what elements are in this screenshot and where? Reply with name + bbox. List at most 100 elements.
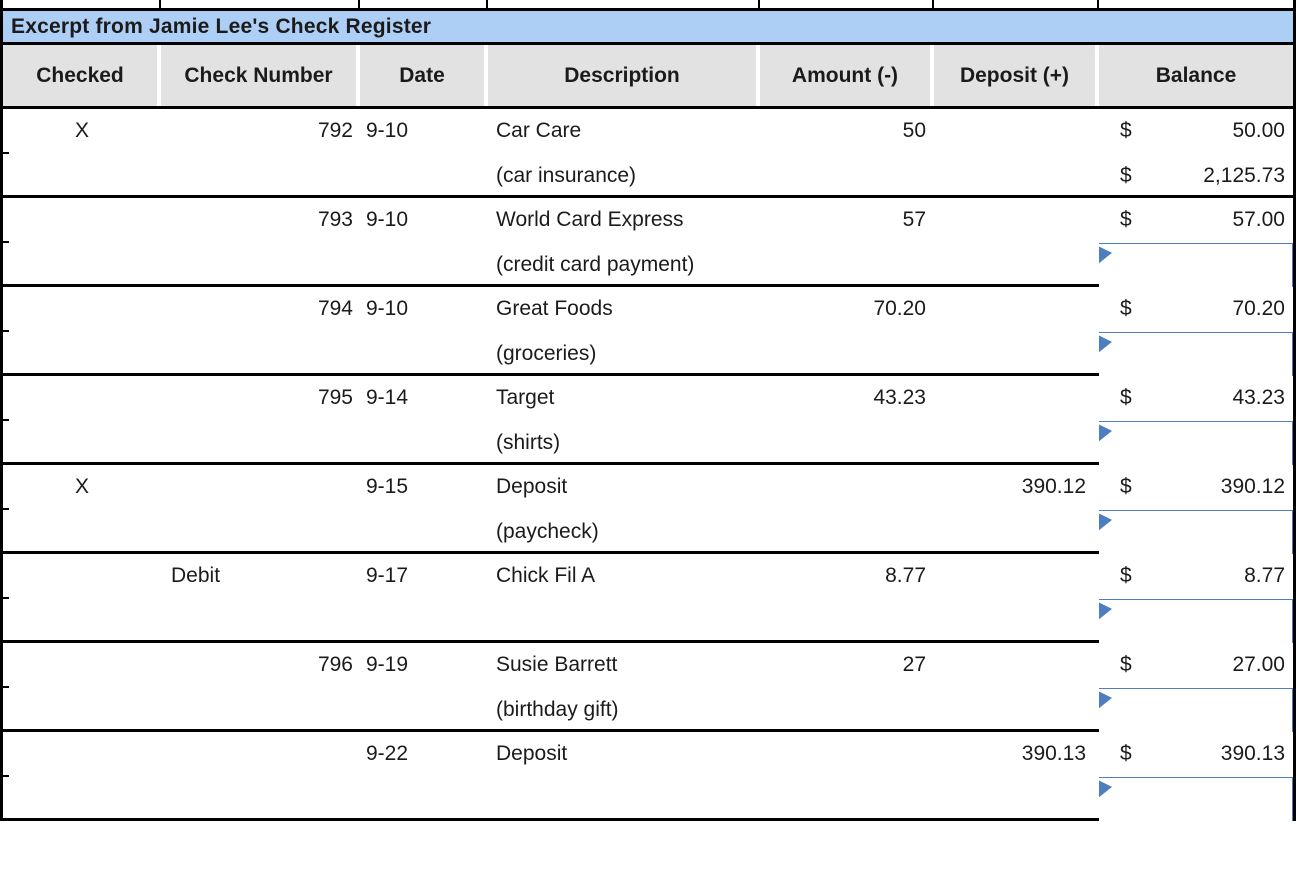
deposit-cell (934, 287, 1099, 332)
amount-cell (760, 732, 934, 777)
date-cell: 9-10 (366, 297, 409, 321)
partial-cell (161, 0, 360, 8)
description-note-cell: (groceries) (496, 341, 597, 365)
balance-value: 390.12 (1220, 475, 1285, 499)
register-row: 795 9-14 Target (shirts) 43.23 $ 43.23 $ (3, 376, 1293, 465)
flag-marker-icon (1099, 244, 1112, 267)
balance-second-value: 2,125.73 (1203, 163, 1285, 187)
deposit-cell (934, 554, 1099, 599)
description-cell: Susie Barrett (496, 653, 618, 677)
flag-marker-icon (1099, 422, 1112, 445)
description-cell: World Card Express (496, 208, 684, 232)
check-number-cell: 792 (317, 119, 353, 143)
checked-cell: X (74, 475, 89, 499)
balance-cell: $ 70.20 (1099, 287, 1293, 332)
flag-marker-icon (1099, 689, 1112, 712)
balance-input-cell (1099, 598, 1293, 643)
description-note-cell: (birthday gift) (496, 697, 619, 721)
currency-symbol: $ (1120, 297, 1132, 321)
amount-cell: 43.23 (873, 386, 926, 410)
balance-value: 27.00 (1232, 653, 1285, 677)
description-note-cell: (paycheck) (496, 519, 599, 543)
partial-cell (360, 0, 488, 8)
column-header-description: Description (488, 45, 760, 106)
deposit-cell (934, 109, 1099, 154)
currency-symbol: $ (1120, 564, 1132, 588)
balance-input[interactable] (1099, 598, 1293, 643)
checked-cell (3, 376, 161, 421)
check-number-cell (161, 732, 360, 777)
column-headers: Checked Check Number Date Description Am… (3, 45, 1293, 109)
checked-cell (3, 643, 161, 688)
deposit-cell (934, 376, 1099, 421)
balance-input[interactable] (1099, 331, 1293, 376)
description-cell: Target (496, 386, 555, 410)
balance-input[interactable] (1099, 420, 1293, 465)
date-cell: 9-19 (366, 653, 409, 677)
description-note-cell: (car insurance) (496, 163, 637, 187)
column-header-checked: Checked (3, 45, 161, 106)
check-number-cell: Debit (171, 564, 221, 588)
top-partial-row (3, 0, 1293, 11)
balance-cell: $ 50.00 (1099, 109, 1293, 154)
balance-input[interactable] (1099, 242, 1293, 287)
balance-input-cell (1099, 420, 1293, 465)
date-cell: 9-17 (366, 564, 409, 588)
description-note-cell: (credit card payment) (496, 252, 695, 276)
check-number-cell: 795 (317, 386, 353, 410)
checked-cell (3, 554, 161, 599)
date-cell: 9-14 (366, 386, 409, 410)
balance-cell: $ 57.00 (1099, 198, 1293, 243)
partial-cell (3, 0, 161, 8)
deposit-cell (934, 198, 1099, 243)
date-cell: 9-10 (366, 119, 409, 143)
checked-cell: X (74, 119, 89, 143)
balance-value: 57.00 (1232, 208, 1285, 232)
balance-input[interactable] (1099, 776, 1293, 821)
balance-input-cell (1099, 776, 1293, 821)
description-cell: Car Care (496, 119, 582, 143)
flag-marker-icon (1099, 600, 1112, 623)
balance-cell: $ 43.23 (1099, 376, 1293, 421)
register-row: X 792 9-10 Car Care (car insurance) 50 $… (3, 109, 1293, 198)
date-cell: 9-15 (366, 475, 409, 499)
description-cell: Great Foods (496, 297, 613, 321)
partial-cell (488, 0, 760, 8)
currency-symbol: $ (1120, 742, 1132, 766)
amount-cell: 70.20 (873, 297, 926, 321)
check-number-cell (161, 465, 360, 510)
balance-input-cell (1099, 331, 1293, 376)
balance-input-cell (1099, 509, 1293, 554)
check-register-table: Excerpt from Jamie Lee's Check Register … (0, 0, 1296, 821)
flag-marker-icon (1099, 778, 1112, 801)
balance-second-cell: $ 2,125.73 (1099, 154, 1293, 199)
balance-input[interactable] (1099, 687, 1293, 732)
checked-cell (3, 198, 161, 243)
balance-input[interactable] (1099, 509, 1293, 554)
column-header-check-number: Check Number (161, 45, 360, 106)
column-header-date: Date (360, 45, 488, 106)
description-cell: Deposit (496, 475, 568, 499)
description-cell: Chick Fil A (496, 564, 596, 588)
balance-value: 390.13 (1220, 742, 1285, 766)
currency-symbol: $ (1120, 475, 1132, 499)
description-note-cell (488, 777, 760, 822)
amount-cell: 8.77 (885, 564, 926, 588)
currency-symbol: $ (1120, 119, 1132, 143)
column-header-deposit: Deposit (+) (934, 45, 1099, 106)
check-number-cell: 796 (317, 653, 353, 677)
deposit-cell: 390.13 (1021, 742, 1086, 766)
partial-cell (760, 0, 934, 8)
deposit-cell: 390.12 (1021, 475, 1086, 499)
balance-cell: $ 27.00 (1099, 643, 1293, 688)
balance-input-cell (1099, 242, 1293, 287)
checked-cell (3, 287, 161, 332)
balance-value: 8.77 (1244, 564, 1285, 588)
flag-marker-icon (1099, 333, 1112, 356)
register-row: 794 9-10 Great Foods (groceries) 70.20 $… (3, 287, 1293, 376)
currency-symbol: $ (1120, 653, 1132, 677)
table-title: Excerpt from Jamie Lee's Check Register (3, 11, 1293, 45)
balance-value: 43.23 (1232, 386, 1285, 410)
register-row: 796 9-19 Susie Barrett (birthday gift) 2… (3, 643, 1293, 732)
check-number-cell: 794 (317, 297, 353, 321)
